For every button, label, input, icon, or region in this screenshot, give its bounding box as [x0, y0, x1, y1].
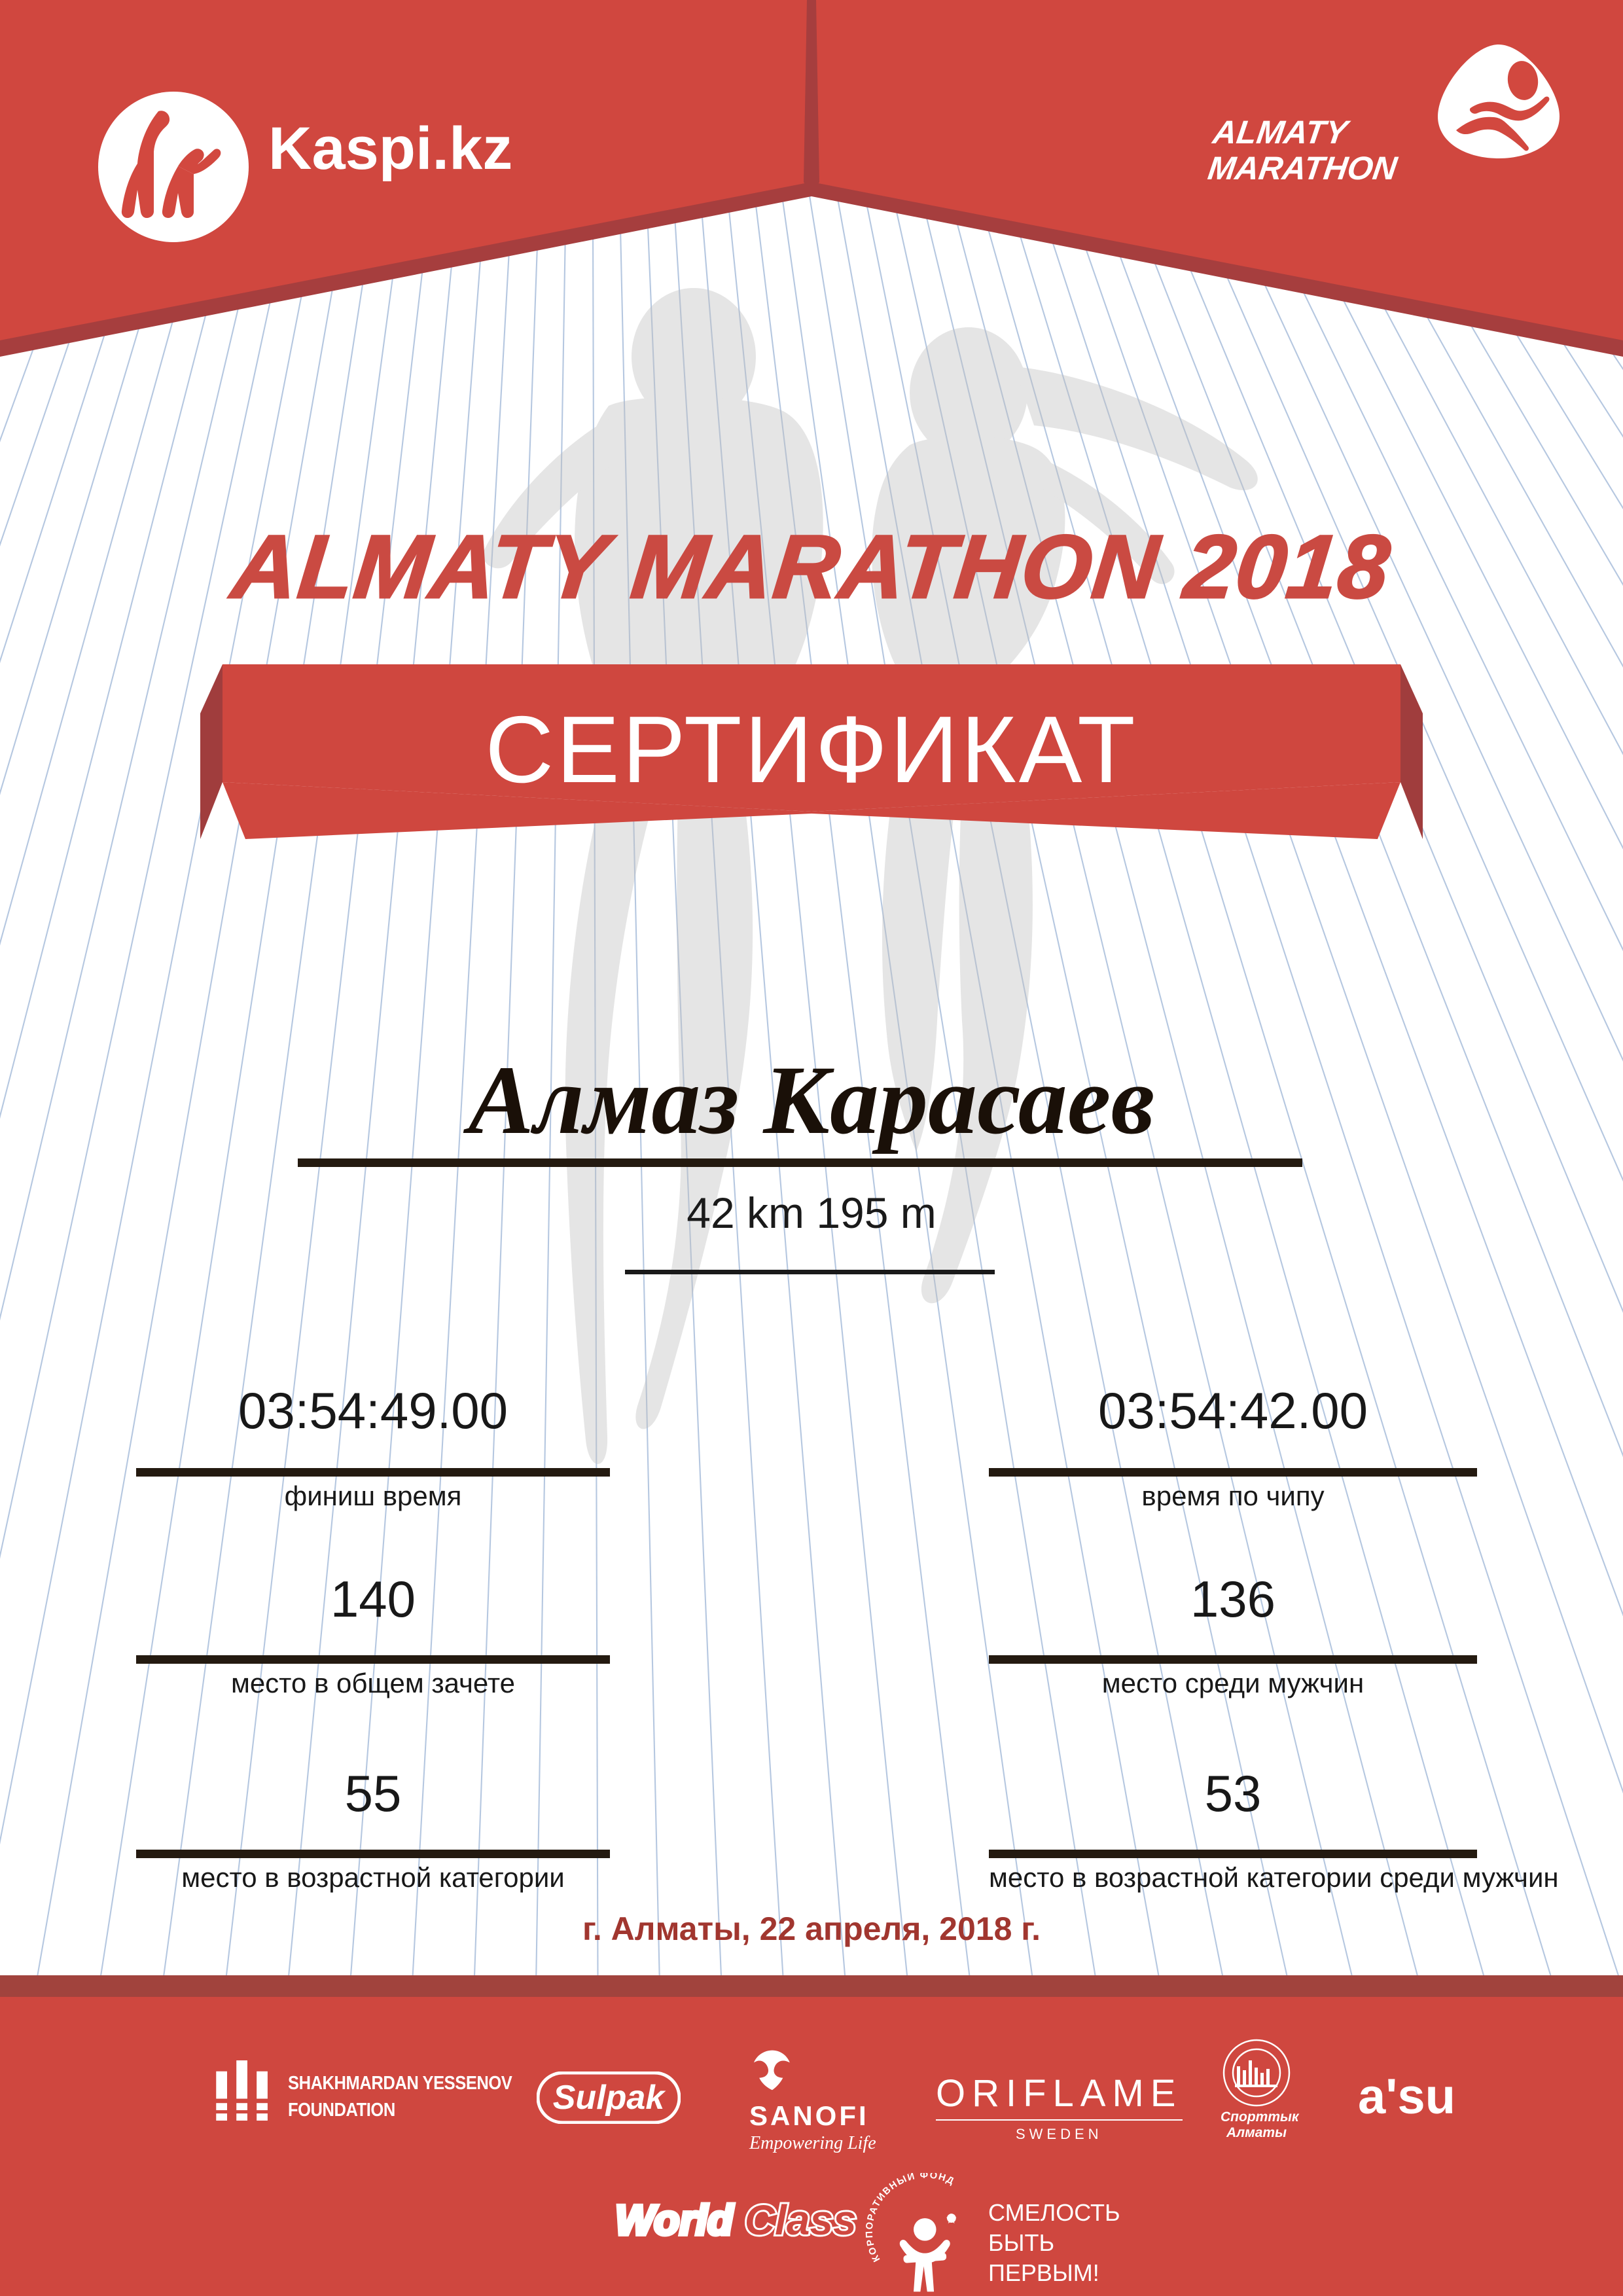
svg-text:Sulpak: Sulpak	[553, 2079, 667, 2117]
svg-text:СЕРТИФИКАТ: СЕРТИФИКАТ	[485, 696, 1137, 802]
